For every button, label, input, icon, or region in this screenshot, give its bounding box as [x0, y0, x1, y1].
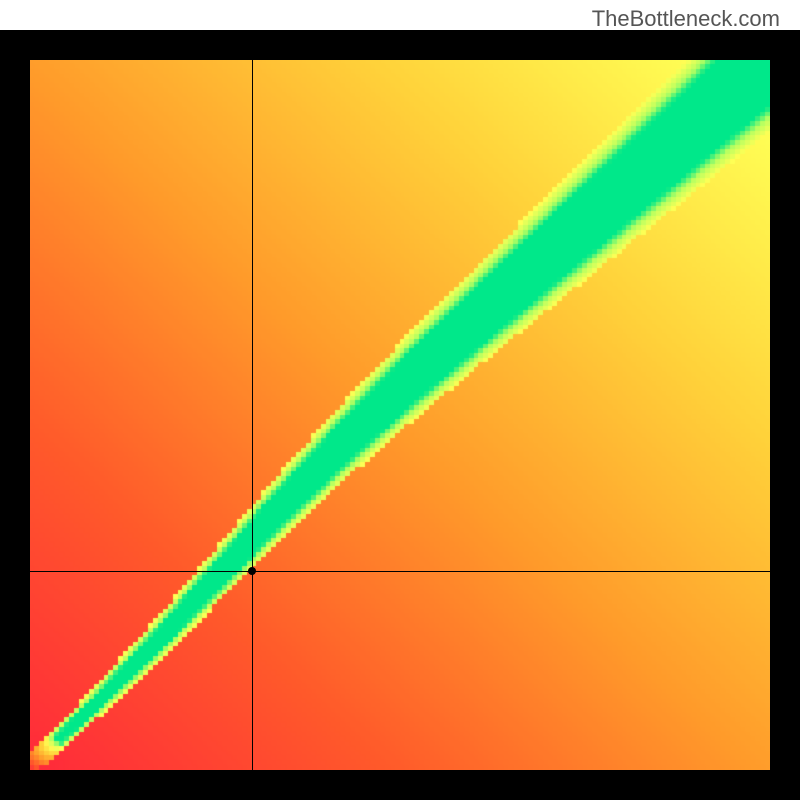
heatmap-canvas: [30, 60, 770, 770]
frame-left: [0, 30, 30, 800]
crosshair-vertical: [252, 60, 253, 770]
crosshair-horizontal: [30, 571, 770, 572]
chart-container: TheBottleneck.com: [0, 0, 800, 800]
marker-dot: [248, 567, 256, 575]
frame-right: [770, 30, 800, 800]
plot-area: [30, 60, 770, 770]
frame-bottom: [0, 770, 800, 800]
frame-top: [0, 30, 800, 60]
watermark-text: TheBottleneck.com: [592, 6, 780, 32]
